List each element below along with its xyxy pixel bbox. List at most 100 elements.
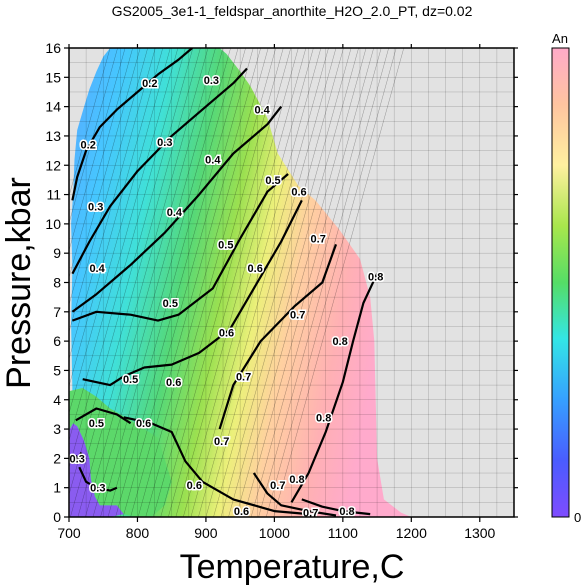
contour-label: 0.3 <box>90 483 105 495</box>
contour-label: 0.5 <box>218 239 233 251</box>
contour-line-0-4 <box>71 105 283 313</box>
colorbar-title: An <box>552 31 568 46</box>
x-tick-label: 700 <box>57 525 81 541</box>
contour-label: 0.7 <box>311 234 326 246</box>
y-tick-label: 16 <box>45 40 61 56</box>
contour-label: 0.2 <box>81 140 96 152</box>
contour-label: 0.4 <box>89 263 105 275</box>
hatch-line <box>69 48 141 306</box>
contour-line-0-5 <box>72 173 289 322</box>
contour-label: 0.4 <box>205 154 221 166</box>
contour-label: 0.5 <box>163 298 178 310</box>
hatch-line <box>69 48 133 279</box>
contour-label: 0.8 <box>332 336 347 348</box>
hatch-line <box>273 48 405 517</box>
contour-line-0-3 <box>74 452 83 463</box>
contour-line-0-7 <box>218 244 338 430</box>
hatch-line <box>137 48 269 517</box>
contour-label: 0.8 <box>368 272 383 284</box>
hatch-line <box>69 48 186 469</box>
hatch-line <box>198 48 329 517</box>
contour-label: 0.5 <box>265 175 280 187</box>
hatch-line <box>175 48 307 517</box>
colorbar: An 0 <box>551 31 581 525</box>
x-tick-label: 800 <box>126 525 150 541</box>
y-tick-label: 12 <box>45 157 61 173</box>
hatch-line <box>69 48 118 225</box>
y-tick-label: 9 <box>53 245 61 261</box>
hatch-line <box>92 48 224 517</box>
y-tick-label: 1 <box>53 480 61 496</box>
contour-line-0-6 <box>123 416 309 516</box>
y-tick-label: 3 <box>53 421 61 437</box>
hatch-line <box>145 48 277 517</box>
y-tick-label: 7 <box>53 304 61 320</box>
hatch-line <box>160 48 292 517</box>
hatch-line <box>122 48 254 517</box>
contour-label: 0.6 <box>219 327 234 339</box>
x-tick-label: 1000 <box>259 525 290 541</box>
hatch-line <box>115 48 246 517</box>
contours <box>71 48 379 517</box>
contour-line-0-7 <box>252 472 337 517</box>
contour-line-0-2 <box>71 48 193 201</box>
y-tick-label: 5 <box>53 362 61 378</box>
hatch-line <box>85 48 216 517</box>
contour-label: 0.6 <box>234 506 249 518</box>
x-axis: 700 800 900 1000 1100 1200 1300 <box>57 525 495 541</box>
hatch-line <box>183 48 314 517</box>
hatch-line <box>69 48 126 252</box>
y-tick-label: 0 <box>53 509 61 525</box>
hatch-line <box>69 48 194 496</box>
contour-label: 0.5 <box>89 418 104 430</box>
y-tick-label: 10 <box>45 216 61 232</box>
hatch-line <box>69 48 164 388</box>
y-tick-label: 13 <box>45 128 61 144</box>
x-tick-label: 1300 <box>464 525 495 541</box>
contour-label: 0.4 <box>254 105 270 117</box>
y-tick-label: 2 <box>53 450 61 466</box>
contour-label: 0.2 <box>142 78 157 90</box>
y-axis-title: Pressure,kbar <box>0 177 38 389</box>
hatch-line <box>190 48 322 517</box>
y-tick-label: 4 <box>53 392 61 408</box>
contour-label: 0.6 <box>248 263 263 275</box>
contour-label: 0.7 <box>236 371 251 383</box>
colorbar-gradient <box>551 47 570 518</box>
hatch-line <box>243 48 374 517</box>
colorbar-min-label: 0 <box>574 510 581 525</box>
x-axis-title: Temperature,C <box>180 548 405 586</box>
contour-line-0-5 <box>75 407 132 425</box>
hatch-line <box>69 48 111 198</box>
contour-label: 0.5 <box>123 374 138 386</box>
contour-label: 0.3 <box>157 137 172 149</box>
contour-label: 0.7 <box>214 436 229 448</box>
contour-label: 0.8 <box>339 506 354 518</box>
contour-line-0-3 <box>71 67 248 275</box>
y-tick-label: 15 <box>45 69 61 85</box>
contour-label: 0.7 <box>270 480 285 492</box>
left-green-field <box>69 388 172 517</box>
contour-label: 0.6 <box>136 418 151 430</box>
contour-label: 0.8 <box>289 474 304 486</box>
contour-line-0-8 <box>290 273 379 503</box>
x-tick-label: 900 <box>194 525 218 541</box>
contour-label: 0.6 <box>291 187 306 199</box>
x-tick-label: 1100 <box>328 525 358 541</box>
hatch-line <box>250 48 382 517</box>
x-tick-label: 1200 <box>396 525 427 541</box>
hatch-line <box>168 48 299 517</box>
chart-title: GS2005_3e1-1_feldspar_anorthite_H2O_2.0_… <box>112 3 473 19</box>
hatch-line <box>77 48 209 517</box>
contour-line-0-8 <box>301 498 371 516</box>
contour-label: 0.8 <box>316 412 331 424</box>
axis-ticks <box>64 44 518 522</box>
hatch-line <box>69 48 171 415</box>
hatch-line <box>213 48 344 517</box>
contour-label: 0.3 <box>204 75 219 87</box>
contour-label: 0.4 <box>167 207 183 219</box>
plot-area: 0.2 0.2 0.3 0.3 0.3 0.4 0.4 0.4 0.4 0.5 0.5 0.5 0.5 0… <box>64 44 518 522</box>
contour-label: 0.6 <box>166 377 181 389</box>
hatch-line <box>107 48 239 517</box>
y-tick-label: 14 <box>45 99 61 115</box>
